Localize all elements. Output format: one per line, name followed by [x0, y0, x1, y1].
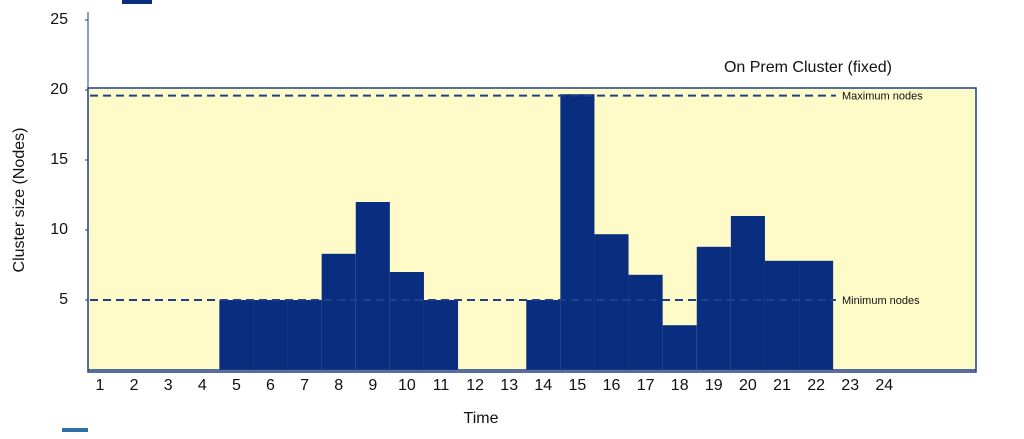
x-tick-label: 17	[637, 377, 655, 394]
x-tick-label: 11	[433, 377, 450, 394]
bar	[253, 300, 288, 370]
x-tick-label: 24	[875, 377, 893, 394]
bar	[696, 246, 731, 370]
y-tick-label: 5	[59, 291, 68, 308]
x-tick-label: 15	[569, 377, 587, 394]
bar	[355, 202, 390, 370]
x-tick-label: 13	[500, 377, 518, 394]
x-axis-label: Time	[464, 410, 499, 427]
x-tick-label: 20	[739, 377, 757, 394]
bar	[730, 216, 765, 370]
x-tick-label: 3	[164, 377, 173, 394]
x-tick-label: 12	[466, 377, 484, 394]
x-tick-label: 23	[841, 377, 859, 394]
reference-label: Minimum nodes	[842, 295, 920, 307]
y-tick-label: 10	[50, 221, 68, 238]
x-tick-label: 14	[534, 377, 552, 394]
bar	[560, 94, 595, 370]
bar	[389, 272, 424, 370]
y-tick-label: 15	[50, 151, 68, 168]
bar	[287, 300, 322, 370]
x-tick-label: 4	[198, 377, 207, 394]
x-tick-label: 9	[368, 377, 377, 394]
x-tick-label: 8	[334, 377, 343, 394]
y-axis-label: Cluster size (Nodes)	[11, 128, 28, 273]
x-tick-label: 1	[96, 377, 105, 394]
x-tick-label: 19	[705, 377, 723, 394]
bar	[594, 234, 629, 370]
decoration	[122, 0, 152, 4]
x-tick-label: 16	[603, 377, 621, 394]
bar	[526, 300, 561, 370]
bar	[662, 325, 697, 370]
x-tick-label: 6	[266, 377, 275, 394]
x-tick-label: 10	[398, 377, 416, 394]
reference-label: Maximum nodes	[842, 91, 923, 103]
y-tick-label: 25	[50, 11, 68, 28]
x-tick-label: 22	[807, 377, 825, 394]
bar	[628, 274, 663, 370]
x-tick-label: 5	[232, 377, 241, 394]
chart-title: On Prem Cluster (fixed)	[724, 59, 892, 76]
y-tick-label: 20	[50, 81, 68, 98]
x-tick-label: 2	[130, 377, 139, 394]
bar	[764, 260, 800, 370]
bar	[321, 253, 356, 370]
bar	[219, 300, 254, 370]
x-tick-label: 21	[773, 377, 791, 394]
decoration	[62, 428, 88, 432]
x-tick-label: 7	[300, 377, 309, 394]
bar	[799, 260, 834, 370]
x-tick-label: 18	[671, 377, 689, 394]
bar	[423, 300, 459, 370]
